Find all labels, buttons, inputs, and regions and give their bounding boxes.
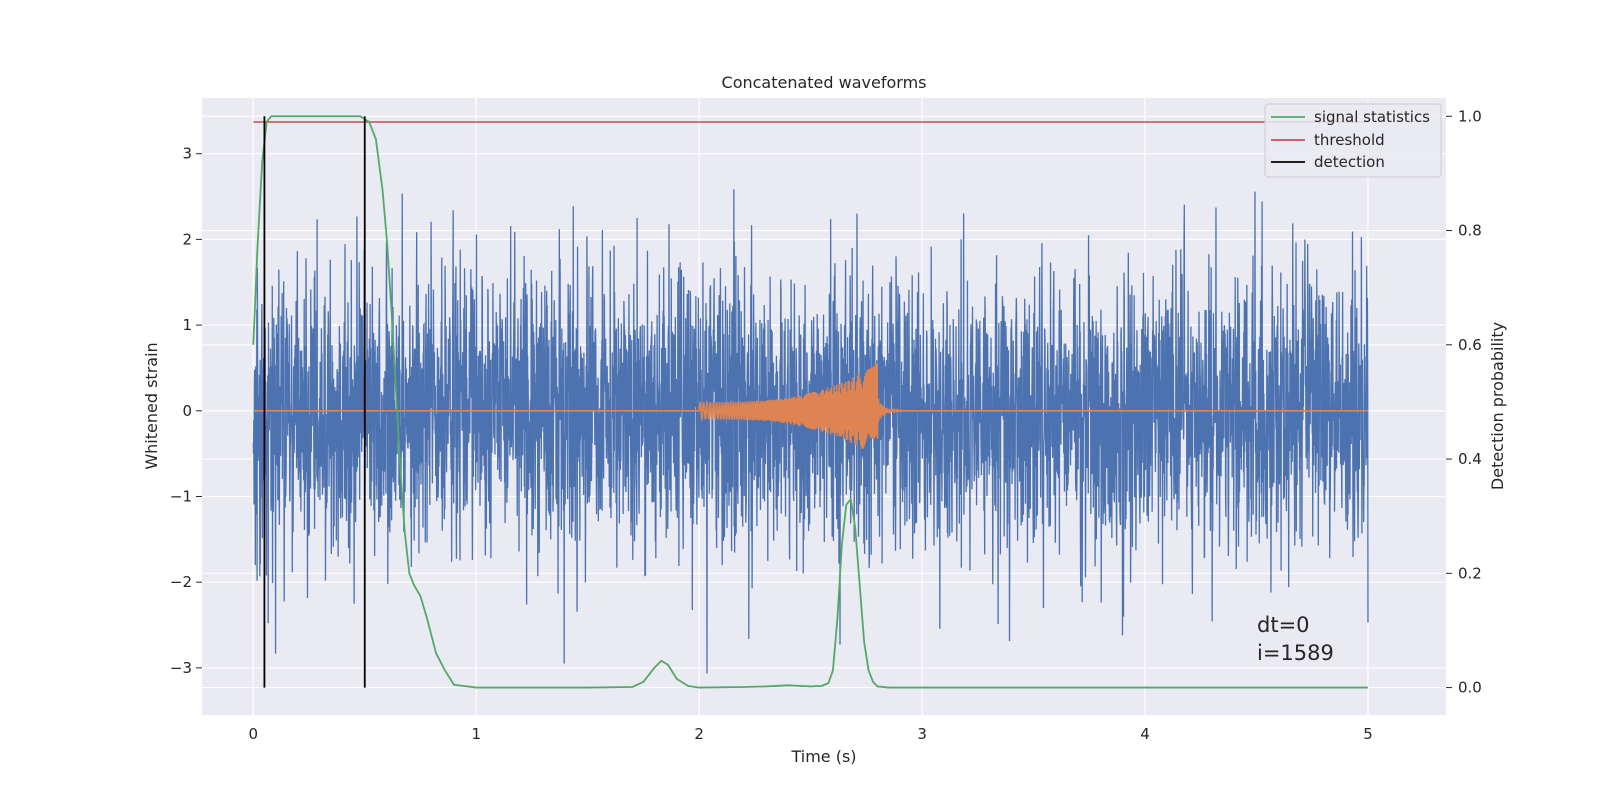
- y-tick-label: 1: [182, 316, 192, 334]
- chart-title: Concatenated waveforms: [722, 73, 927, 92]
- legend-box: [1264, 103, 1442, 178]
- y2-tick-label: 0.2: [1458, 564, 1482, 582]
- y2-tick-label: 0.0: [1458, 679, 1482, 697]
- x-tick-label: 3: [917, 725, 927, 743]
- x-tick-label: 4: [1140, 725, 1150, 743]
- y2-tick-label: 0.4: [1458, 450, 1482, 468]
- ticks: 0 1 2 3 4 5 −3 −2 −1 0 1 2 3 0.0 0.2 0.4 0.6 0.8 1.0: [170, 107, 1482, 743]
- y-tick-label: −3: [170, 659, 192, 677]
- series-signal-statistics-line: [252, 115, 1368, 689]
- x-tick-label: 2: [694, 725, 704, 743]
- x-tick-label: 5: [1363, 725, 1373, 743]
- y-tick-label: −2: [170, 573, 192, 591]
- series-chirp-line: [253, 363, 1368, 449]
- x-tick-label: 1: [471, 725, 481, 743]
- legend-label-threshold: threshold: [1314, 131, 1385, 149]
- annotation-dt: dt=0: [1257, 613, 1310, 637]
- y2-tick-label: 1.0: [1458, 107, 1482, 125]
- legend: signal statistics threshold detection: [1264, 103, 1442, 178]
- y2-tick-label: 0.8: [1458, 222, 1482, 240]
- legend-label-signal-statistics: signal statistics: [1314, 108, 1430, 126]
- plot-area: [252, 115, 1369, 689]
- y-axis-label: Whitened strain: [142, 342, 161, 469]
- y2-axis-label: Detection probability: [1488, 322, 1507, 490]
- legend-label-detection: detection: [1314, 153, 1385, 171]
- y-tick-label: 0: [182, 402, 192, 420]
- x-axis-label: Time (s): [790, 747, 856, 766]
- y2-tick-label: 0.6: [1458, 336, 1482, 354]
- x-tick-label: 0: [249, 725, 259, 743]
- y-tick-label: 2: [182, 230, 192, 248]
- annotation-index: i=1589: [1257, 641, 1334, 665]
- y-tick-label: −1: [170, 487, 192, 505]
- y-tick-label: 3: [182, 145, 192, 163]
